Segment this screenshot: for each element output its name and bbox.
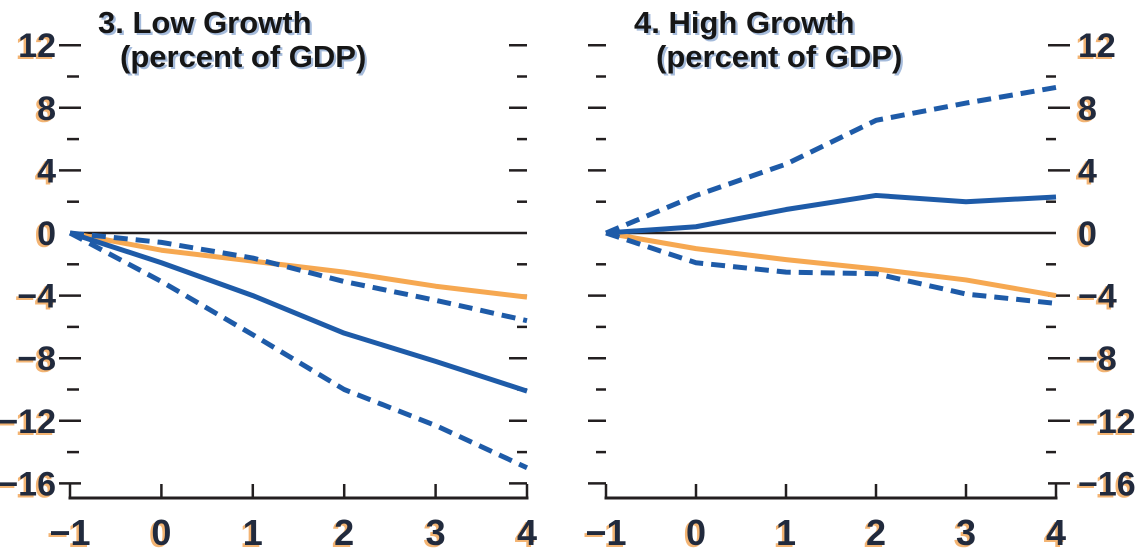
x-tick-label: 3 (426, 512, 446, 553)
panel-low-growth: −1−1 00 11 22 33 441212884400−4−4−8−8−12−12−1… (0, 5, 537, 553)
panel-title-shadow: 4. High Growth (636, 7, 856, 42)
y-tick-label: 0 (37, 215, 56, 253)
series-line-confidence-band-upper (605, 84, 1057, 236)
x-tick-label: −1 (49, 512, 90, 553)
panel-title: 4. High Growth (634, 5, 854, 40)
x-tick-label: 1 (243, 512, 263, 553)
x-tick-label: 1 (776, 512, 796, 553)
x-tick-label: 0 (686, 512, 706, 553)
y-tick-label: 12 (18, 27, 56, 65)
x-tick-label: 2 (334, 512, 354, 553)
x-tick-label: 0 (151, 512, 171, 553)
y-tick-label: 12 (1078, 27, 1116, 65)
x-tick-label-shadow: −1 (47, 514, 88, 553)
y-tick-label-shadow: −8 (15, 342, 54, 380)
y-tick-label-shadow: −12 (1076, 405, 1134, 443)
y-tick-label: −8 (17, 340, 56, 378)
x-tick-label-shadow: 4 (1043, 514, 1063, 553)
y-tick-label-shadow: 8 (35, 92, 54, 130)
x-tick-label-shadow: 2 (863, 514, 883, 553)
y-tick-label-shadow: 0 (35, 217, 54, 255)
y-tick-label: −8 (1078, 340, 1117, 378)
x-tick-label-shadow: −1 (583, 514, 624, 553)
y-tick-label: 0 (1078, 215, 1097, 253)
x-tick-label-shadow: 3 (953, 514, 973, 553)
x-tick-label-shadow: 2 (332, 514, 352, 553)
x-tick-label-shadow: 3 (423, 514, 443, 553)
y-tick-label: 4 (37, 152, 56, 190)
panel-subtitle-shadow: (percent of GDP) (122, 41, 368, 76)
panel-subtitle: (percent of GDP) (120, 39, 366, 74)
series-line-confidence-band-upper (69, 230, 528, 324)
x-tick-label-shadow: 1 (773, 514, 793, 553)
y-tick-label-shadow: 12 (16, 29, 54, 67)
x-tick-label-shadow: 1 (240, 514, 260, 553)
y-tick-label: 8 (37, 90, 56, 128)
y-tick-label-shadow: 8 (1076, 92, 1095, 130)
y-tick-label-shadow: −4 (1076, 280, 1115, 318)
panel-title: 3. Low Growth (98, 5, 312, 40)
y-tick-label: 4 (1078, 152, 1097, 190)
y-tick-label: −12 (1078, 403, 1136, 441)
x-tick-label: −1 (585, 512, 626, 553)
y-tick-label-shadow: −8 (1076, 342, 1115, 380)
series-line-baseline-scenario (69, 230, 528, 300)
y-tick-label-shadow: −12 (0, 405, 54, 443)
y-tick-label-shadow: −16 (1076, 467, 1134, 505)
series-line-confidence-band-lower (68, 230, 529, 471)
x-tick-label: 2 (866, 512, 886, 553)
y-tick-label-shadow: 4 (35, 154, 54, 192)
panel-subtitle-shadow: (percent of GDP) (658, 41, 904, 76)
x-tick-label: 4 (517, 512, 537, 553)
series-line-central-scenario (69, 230, 528, 394)
x-tick-label: 3 (956, 512, 976, 553)
x-tick-label-shadow: 4 (514, 514, 534, 553)
y-tick-label: −12 (0, 403, 56, 441)
panel-subtitle: (percent of GDP) (656, 39, 902, 74)
panel-title-shadow: 3. Low Growth (100, 7, 314, 42)
series-line-central-scenario (605, 192, 1057, 236)
y-tick-label: −4 (1078, 278, 1117, 316)
y-tick-label-shadow: −4 (15, 280, 54, 318)
series-line-baseline-scenario (605, 230, 1057, 299)
y-tick-label-shadow: 4 (1076, 154, 1095, 192)
y-tick-label: −4 (17, 278, 56, 316)
series-line-confidence-band-lower (605, 230, 1057, 306)
y-tick-label-shadow: −16 (0, 467, 54, 505)
y-tick-label-shadow: 0 (1076, 217, 1095, 255)
x-tick-label-shadow: 0 (149, 514, 169, 553)
y-tick-label: −16 (0, 465, 56, 503)
y-tick-label: −16 (1078, 465, 1136, 503)
y-tick-label-shadow: 12 (1076, 29, 1114, 67)
x-tick-label: 4 (1046, 512, 1066, 553)
x-axis: −1−1 00 11 22 33 44 (47, 484, 537, 553)
y-tick-label: 8 (1078, 90, 1097, 128)
panel-high-growth: −1−1 00 11 22 33 441212884400−4−4−8−8−12−12−1… (583, 5, 1136, 553)
x-tick-label-shadow: 0 (683, 514, 703, 553)
x-axis: −1−1 00 11 22 33 44 (583, 484, 1066, 553)
